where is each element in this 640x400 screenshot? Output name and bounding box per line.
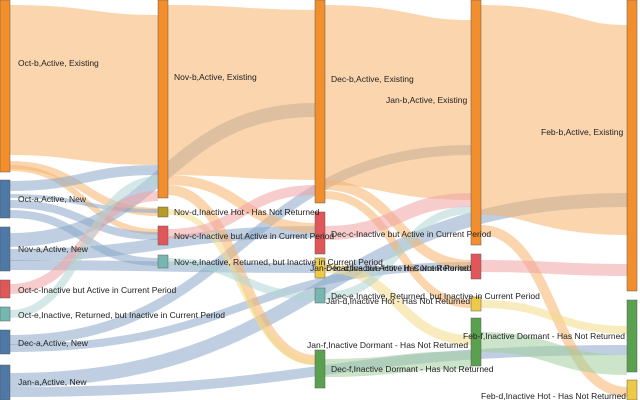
sankey-link-dec_b-to-jan_b: [323, 5, 473, 200]
sankey-node-label-nov_a: Nov-a,Active, New: [18, 244, 89, 254]
sankey-node-jan_c[interactable]: [470, 253, 482, 280]
sankey-node-feb_d[interactable]: [626, 379, 638, 400]
sankey-node-label-jan_c: Jan-c-Inactive but Active in Current Per…: [310, 263, 469, 273]
sankey-node-oct_c[interactable]: [0, 279, 11, 299]
sankey-node-feb_f[interactable]: [626, 299, 638, 373]
sankey-node-label-nov_d: Nov-d,Inactive Hot - Has Not Returned: [174, 207, 320, 217]
sankey-link-jan_b-to-feb_b: [478, 5, 630, 235]
sankey-link-dec_e-to-jan_b: [324, 206, 472, 300]
sankey-node-label-dec_e: Dec-e,Inactive, Returned, but Inactive i…: [331, 291, 540, 301]
sankey-node-label-oct_e: Oct-e,Inactive, Returned, but Inactive i…: [18, 310, 225, 320]
sankey-node-label-oct_c: Oct-c-Inactive but Active in Current Per…: [18, 285, 177, 295]
sankey-node-label-nov_b: Nov-b,Active, Existing: [174, 72, 257, 82]
sankey-link-oct_e-to-nov_b: [9, 176, 159, 318]
sankey-node-jan_f[interactable]: [470, 317, 482, 367]
sankey-node-label-dec_a: Dec-a,Active, New: [18, 338, 89, 348]
sankey-node-label-jan_a: Jan-a,Active, New: [18, 377, 87, 387]
sankey-node-jan_b[interactable]: [470, 0, 482, 246]
sankey-node-label-jan_b: Jan-b,Active, Existing: [386, 95, 468, 105]
sankey-link-jan_d-to-feb_f: [480, 300, 628, 334]
sankey-labels: Oct-b,Active, Existing Oct-a,Active, New N…: [18, 58, 626, 400]
sankey-node-label-dec_d: Dec-d,Inactive Hot - Has Not Returned: [326, 263, 472, 273]
sankey-link-oct_a-to-nov_b: [9, 165, 159, 191]
sankey-node-dec_c[interactable]: [314, 211, 326, 255]
sankey-link-dec_f-to-jan_f: [324, 351, 472, 377]
sankey-link-nov_b-to-dec_b: [167, 5, 316, 180]
sankey-node-label-nov_e: Nov-e,Inactive, Returned, but Inactive i…: [174, 257, 383, 267]
sankey-node-label-feb_b: Feb-b,Active, Existing: [541, 127, 623, 137]
sankey-node-oct_a[interactable]: [0, 179, 11, 219]
sankey-link-dec_b-to-jan_c: [324, 180, 472, 270]
sankey-link-dec_c-to-jan_b: [324, 193, 472, 240]
sankey-link-nov_b-to-dec_c: [167, 175, 316, 233]
sankey-node-label-jan_f: Jan-f,Inactive Dormant - Has Not Returne…: [307, 340, 468, 350]
sankey-node-label-dec_c: Dec-c-Inactive but Active in Current Per…: [331, 229, 491, 239]
sankey-node-oct_b[interactable]: [0, 0, 11, 173]
sankey-node-label-feb_d: Feb-d,Inactive Hot - Has Not Returned: [481, 391, 626, 400]
sankey-link-nov_c-to-dec_b: [167, 185, 316, 239]
sankey-link-oct_a-to-nov_d: [9, 194, 159, 213]
sankey-node-jan_d[interactable]: [470, 296, 482, 312]
sankey-node-label-jan_d: Jan-d,Inactive Hot - Has Not Returned: [326, 296, 470, 306]
sankey-node-nov_e[interactable]: [157, 254, 169, 269]
sankey-link-oct_b-to-nov_b: [9, 5, 159, 165]
sankey-links: [9, 5, 630, 397]
sankey-node-label-nov_c: Nov-c-Inactive but Active in Current Per…: [174, 231, 334, 241]
sankey-link-oct_b-to-nov_c: [9, 165, 159, 235]
sankey-node-jan_a[interactable]: [0, 364, 11, 400]
sankey-link-nov_e-to-dec_e: [167, 258, 316, 300]
sankey-node-nov_c[interactable]: [157, 225, 169, 246]
sankey-node-nov_a[interactable]: [0, 226, 11, 272]
sankey-node-nov_d[interactable]: [157, 206, 169, 218]
sankey-link-jan_f-to-feb_f: [480, 332, 628, 375]
sankey-node-oct_e[interactable]: [0, 306, 11, 322]
sankey-node-dec_b[interactable]: [314, 0, 326, 204]
sankey-link-jan_b-to-feb_d: [480, 225, 628, 397]
sankey-node-dec_d[interactable]: [314, 257, 326, 279]
sankey-node-label-feb_f: Feb-f,Inactive Dormant - Has Not Returne…: [463, 331, 625, 341]
sankey-node-feb_b[interactable]: [626, 0, 638, 292]
sankey-node-dec_a[interactable]: [0, 329, 11, 355]
sankey-node-nov_b[interactable]: [157, 0, 169, 199]
sankey-link-dec_d-to-jan_f: [324, 263, 472, 345]
sankey-node-dec_e[interactable]: [314, 287, 326, 304]
sankey-node-label-dec_b: Dec-b,Active, Existing: [331, 74, 414, 84]
sankey-link-jan_c-to-feb_b: [480, 260, 628, 276]
sankey-node-label-dec_f: Dec-f,Inactive Dormant - Has Not Returne…: [331, 364, 494, 374]
sankey-link-nov_d-to-dec_f: [167, 209, 316, 365]
sankey-node-label-oct_b: Oct-b,Active, Existing: [18, 58, 99, 68]
sankey-node-label-oct_a: Oct-a,Active, New: [18, 194, 87, 204]
sankey-node-dec_f[interactable]: [314, 349, 326, 389]
